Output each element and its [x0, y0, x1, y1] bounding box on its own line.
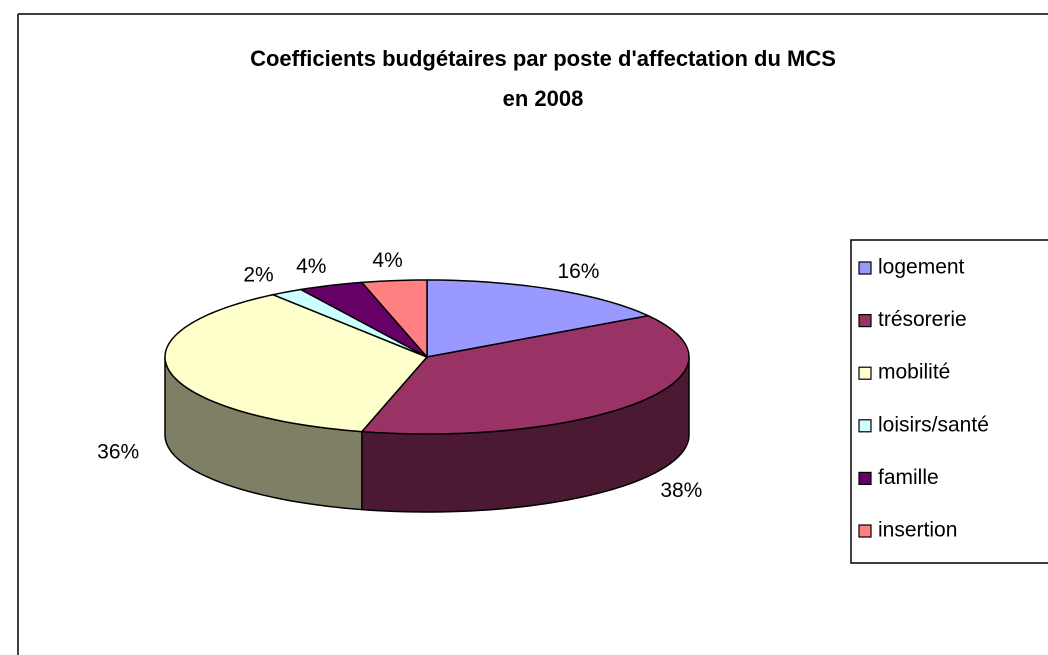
legend-swatch: [858, 471, 872, 485]
slice: [360, 314, 690, 435]
slice: [298, 281, 428, 358]
data-label: 4%: [372, 249, 402, 272]
chart-title: Coefficients budgétaires par poste d'aff…: [250, 46, 836, 71]
legend-swatch: [858, 419, 872, 433]
slice: [360, 279, 428, 359]
data-label: 36%: [97, 441, 139, 464]
legend-swatch: [858, 314, 872, 328]
legend-label: famille: [878, 466, 939, 489]
data-label: 4%: [296, 255, 326, 278]
legend-swatch: [858, 524, 872, 538]
legend-label: loisirs/santé: [878, 413, 989, 436]
legend-box: [850, 239, 1048, 564]
legend-label: trésorerie: [878, 308, 967, 331]
legend-swatch: [858, 261, 872, 275]
legend-label: logement: [878, 256, 965, 279]
slice: [426, 279, 651, 358]
legend-label: mobilité: [878, 361, 950, 384]
data-label: 38%: [660, 479, 702, 502]
slice: [164, 293, 429, 433]
legend-swatch: [858, 366, 872, 380]
data-label: 2%: [243, 263, 273, 286]
data-label: 16%: [557, 260, 599, 283]
legend-label: insertion: [878, 519, 957, 542]
chart-title: en 2008: [503, 86, 584, 111]
